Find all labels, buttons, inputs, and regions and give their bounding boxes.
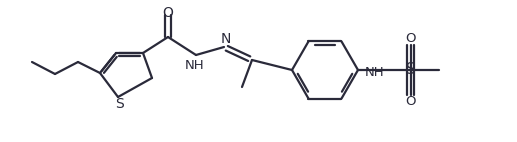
Text: NH: NH [185,59,205,72]
Text: O: O [406,32,416,44]
Text: NH: NH [365,65,385,79]
Text: O: O [406,96,416,108]
Text: S: S [406,62,416,78]
Text: S: S [115,97,124,111]
Text: O: O [162,6,173,20]
Text: N: N [221,32,231,46]
